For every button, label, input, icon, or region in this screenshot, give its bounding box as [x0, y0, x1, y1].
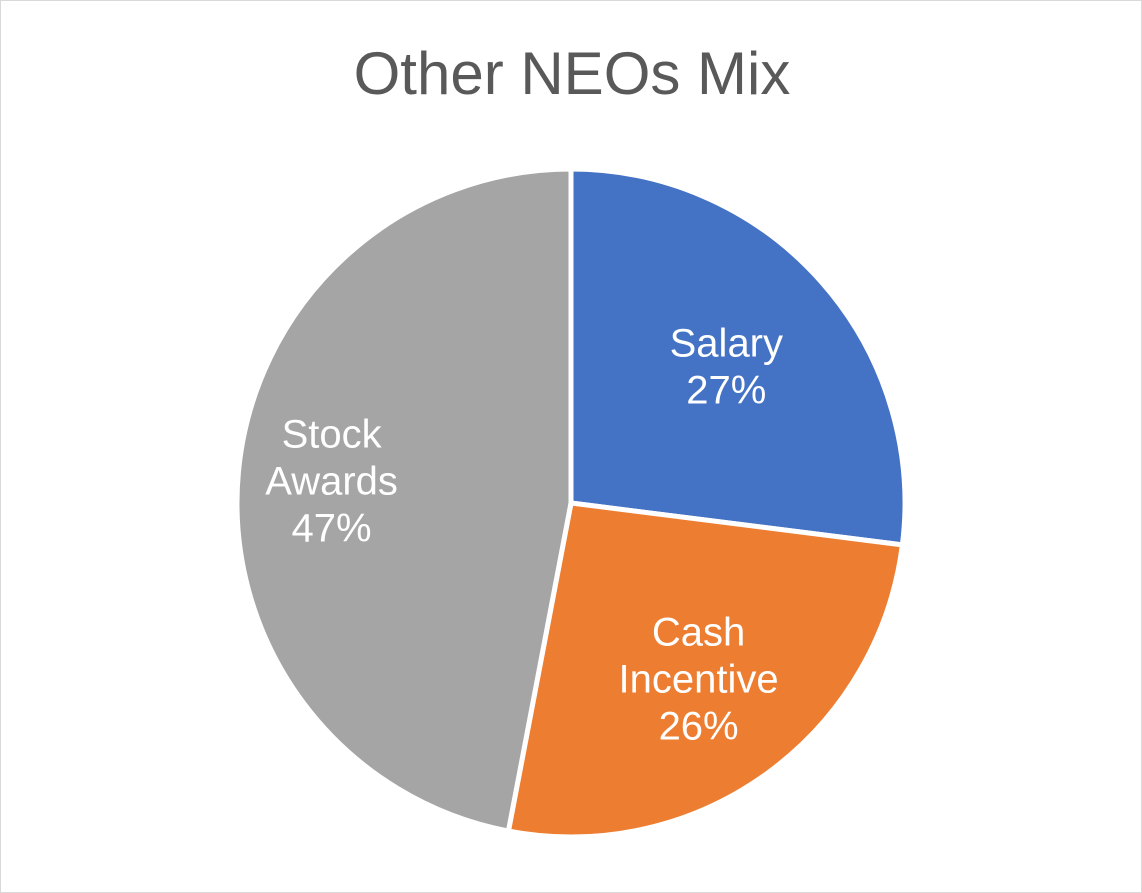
data-label-salary: Salary 27%	[670, 322, 783, 413]
data-label-stock-awards: Stock Awards 47%	[265, 412, 398, 550]
data-label-cash-incentive: Cash Incentive 26%	[619, 611, 779, 749]
pie-slice-salary	[568, 166, 908, 548]
chart-title: Other NEOs Mix	[353, 40, 791, 107]
pie-slice-stock-awards	[234, 166, 574, 834]
pie-slice-cash-incentive	[505, 500, 905, 840]
